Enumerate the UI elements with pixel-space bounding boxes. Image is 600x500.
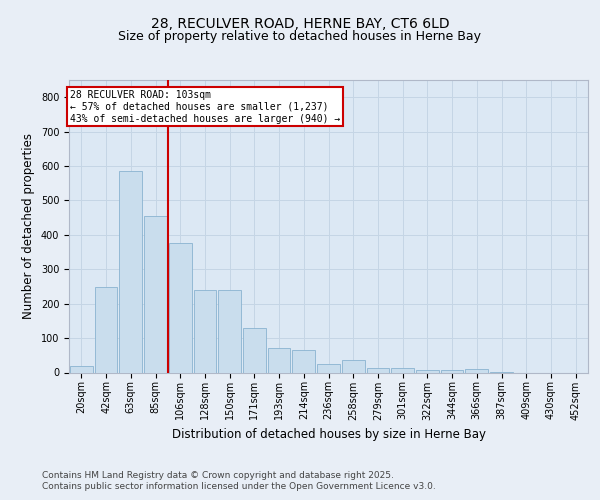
Bar — [441, 370, 463, 372]
Text: Size of property relative to detached houses in Herne Bay: Size of property relative to detached ho… — [119, 30, 482, 43]
Bar — [95, 287, 118, 372]
Text: Contains public sector information licensed under the Open Government Licence v3: Contains public sector information licen… — [42, 482, 436, 491]
X-axis label: Distribution of detached houses by size in Herne Bay: Distribution of detached houses by size … — [172, 428, 485, 441]
Bar — [194, 290, 216, 372]
Text: Contains HM Land Registry data © Crown copyright and database right 2025.: Contains HM Land Registry data © Crown c… — [42, 471, 394, 480]
Text: 28, RECULVER ROAD, HERNE BAY, CT6 6LD: 28, RECULVER ROAD, HERNE BAY, CT6 6LD — [151, 18, 449, 32]
Text: 28 RECULVER ROAD: 103sqm
← 57% of detached houses are smaller (1,237)
43% of sem: 28 RECULVER ROAD: 103sqm ← 57% of detach… — [70, 90, 340, 124]
Bar — [218, 290, 241, 372]
Bar — [169, 244, 191, 372]
Bar — [391, 368, 414, 372]
Bar — [466, 369, 488, 372]
Bar — [144, 216, 167, 372]
Bar — [367, 368, 389, 372]
Bar — [70, 366, 93, 372]
Bar — [243, 328, 266, 372]
Bar — [342, 360, 365, 372]
Y-axis label: Number of detached properties: Number of detached properties — [22, 133, 35, 320]
Bar — [292, 350, 315, 372]
Bar — [416, 370, 439, 372]
Bar — [317, 364, 340, 372]
Bar — [268, 348, 290, 372]
Bar — [119, 171, 142, 372]
